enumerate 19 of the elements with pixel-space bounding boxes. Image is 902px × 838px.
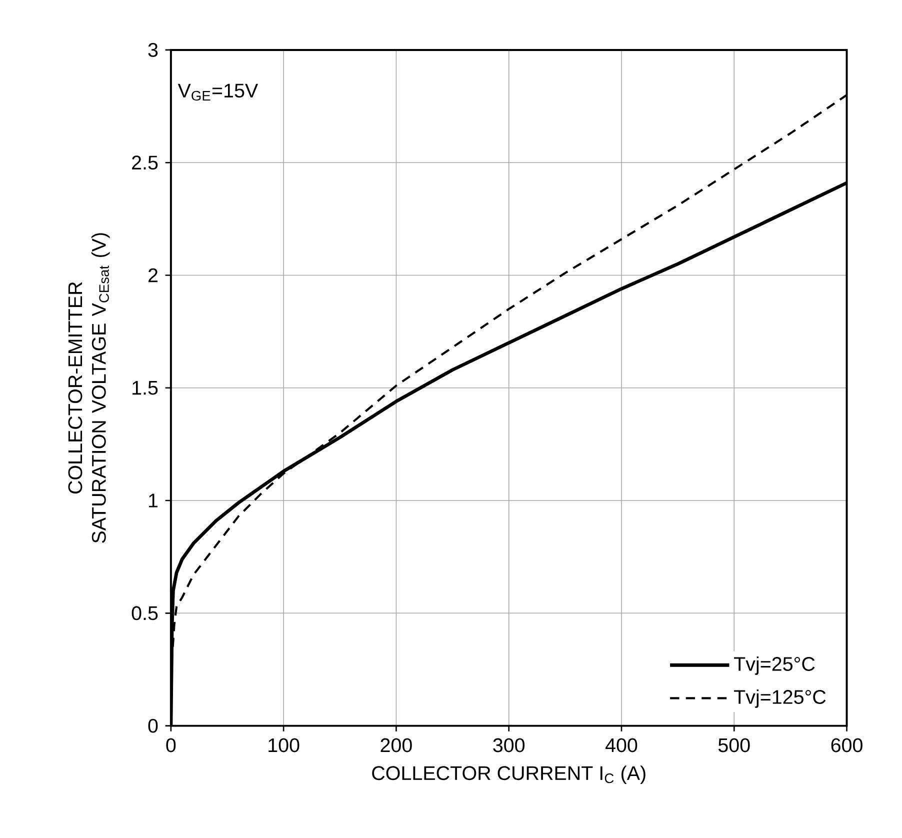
x-tick-label: 300 (493, 738, 525, 752)
y-tick-label: 0 (148, 719, 158, 733)
x-tick-label: 100 (268, 738, 300, 752)
x-tick-label: 400 (605, 738, 638, 752)
x-tick-label: 500 (718, 738, 750, 752)
annotation: V$_{GE}$=15V (178, 84, 258, 101)
x-tick-label: 0 (166, 738, 176, 752)
y-tick-label: 2.5 (132, 156, 158, 170)
y-tick-label: 3 (148, 43, 158, 58)
y-tick-label: 2 (148, 268, 158, 282)
legend-label: Tvj=25°C (734, 656, 815, 676)
x-axis-title: COLLECTOR CURRENT I$_{C}$ (A) (372, 766, 646, 784)
x-tick-label: 600 (831, 738, 862, 752)
y-axis-title: COLLECTOR-EMITTER SATURATION VOLTAGE V$_{CEsat}$ (V) (68, 233, 110, 544)
y-tick-label: 1 (149, 494, 158, 508)
y-tick-label: 0.5 (132, 606, 158, 620)
legend-label: Tvj=125°C (734, 690, 826, 708)
x-tick-label: 200 (380, 738, 412, 752)
y-tick-label: 1.5 (132, 381, 158, 395)
